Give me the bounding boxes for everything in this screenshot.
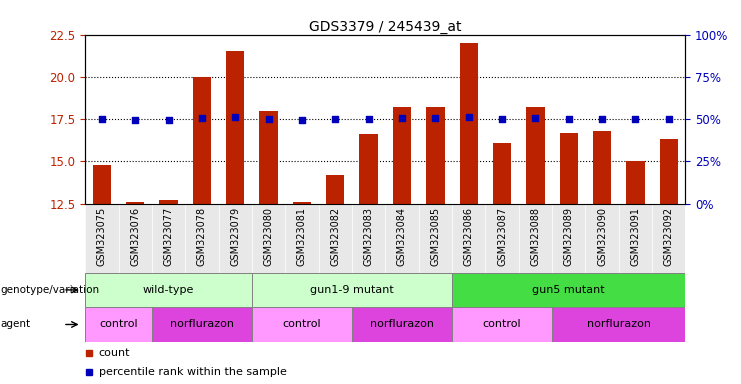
Point bbox=[96, 116, 108, 122]
Text: GSM323088: GSM323088 bbox=[531, 207, 540, 266]
Text: control: control bbox=[99, 319, 138, 329]
Text: GSM323075: GSM323075 bbox=[97, 207, 107, 266]
Bar bbox=[159, 200, 178, 204]
Text: GSM323090: GSM323090 bbox=[597, 207, 607, 266]
Point bbox=[529, 115, 541, 121]
Point bbox=[362, 116, 374, 122]
Point bbox=[229, 114, 241, 121]
Bar bbox=[152, 307, 252, 342]
Text: GSM323086: GSM323086 bbox=[464, 207, 473, 266]
Text: GSM323078: GSM323078 bbox=[197, 207, 207, 266]
Point bbox=[162, 118, 175, 124]
Bar bbox=[359, 134, 378, 204]
Text: norflurazon: norflurazon bbox=[370, 319, 434, 329]
Text: wild-type: wild-type bbox=[143, 285, 194, 295]
Bar bbox=[259, 111, 278, 204]
Bar bbox=[452, 273, 685, 307]
Text: percentile rank within the sample: percentile rank within the sample bbox=[99, 367, 287, 377]
Point bbox=[663, 116, 675, 122]
Bar bbox=[252, 307, 352, 342]
Bar bbox=[559, 132, 578, 204]
Text: gun5 mutant: gun5 mutant bbox=[532, 285, 605, 295]
Point bbox=[429, 115, 441, 121]
Point bbox=[296, 117, 308, 123]
Text: norflurazon: norflurazon bbox=[170, 319, 234, 329]
Point bbox=[596, 116, 608, 122]
Bar bbox=[93, 165, 111, 204]
Bar bbox=[326, 175, 345, 204]
Bar bbox=[526, 107, 545, 204]
Text: GSM323077: GSM323077 bbox=[164, 207, 173, 266]
Text: GSM323082: GSM323082 bbox=[330, 207, 340, 266]
Text: GSM323076: GSM323076 bbox=[130, 207, 140, 266]
Bar bbox=[293, 202, 311, 204]
Bar bbox=[226, 51, 245, 204]
Point bbox=[196, 115, 207, 121]
Text: genotype/variation: genotype/variation bbox=[1, 285, 100, 295]
Text: GSM323085: GSM323085 bbox=[431, 207, 440, 266]
Text: GSM323087: GSM323087 bbox=[497, 207, 507, 266]
Point bbox=[262, 116, 274, 122]
Text: GSM323091: GSM323091 bbox=[631, 207, 640, 266]
Bar bbox=[426, 107, 445, 204]
Point bbox=[630, 116, 642, 122]
Bar bbox=[252, 273, 452, 307]
Point bbox=[462, 114, 474, 120]
Bar bbox=[85, 307, 152, 342]
Text: gun1-9 mutant: gun1-9 mutant bbox=[310, 285, 394, 295]
Point bbox=[396, 115, 408, 121]
Bar bbox=[626, 161, 645, 204]
Point bbox=[130, 118, 142, 124]
Text: GSM323083: GSM323083 bbox=[364, 207, 373, 266]
Text: GSM323081: GSM323081 bbox=[297, 207, 307, 266]
Bar bbox=[126, 202, 144, 204]
Bar bbox=[452, 307, 552, 342]
Text: GSM323092: GSM323092 bbox=[664, 207, 674, 266]
Bar bbox=[659, 139, 678, 204]
Text: control: control bbox=[282, 319, 322, 329]
Text: GSM323089: GSM323089 bbox=[564, 207, 574, 266]
Text: control: control bbox=[482, 319, 522, 329]
Bar bbox=[552, 307, 685, 342]
Text: GSM323079: GSM323079 bbox=[230, 207, 240, 266]
Text: GSM323084: GSM323084 bbox=[397, 207, 407, 266]
Title: GDS3379 / 245439_at: GDS3379 / 245439_at bbox=[309, 20, 462, 33]
Bar bbox=[193, 77, 211, 204]
Bar bbox=[85, 273, 252, 307]
Point bbox=[563, 116, 575, 122]
Bar bbox=[593, 131, 611, 204]
Text: GSM323080: GSM323080 bbox=[264, 207, 273, 266]
Text: norflurazon: norflurazon bbox=[587, 319, 651, 329]
Text: agent: agent bbox=[1, 319, 31, 329]
Bar bbox=[493, 143, 511, 204]
Bar bbox=[393, 107, 411, 204]
Bar bbox=[352, 307, 452, 342]
Text: count: count bbox=[99, 348, 130, 358]
Point bbox=[496, 116, 508, 122]
Bar bbox=[459, 43, 478, 204]
Point bbox=[329, 116, 341, 122]
